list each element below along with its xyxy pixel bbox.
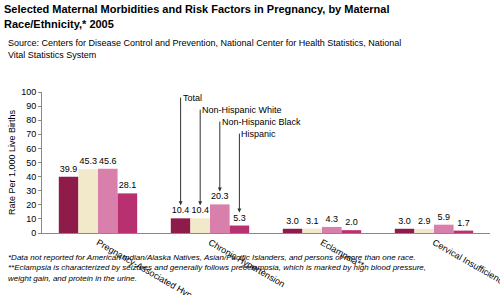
svg-text:2.9: 2.9 [418,216,431,226]
svg-text:Hispanic: Hispanic [241,129,276,139]
svg-text:Eclampsia**: Eclampsia** [319,237,366,270]
svg-text:39.9: 39.9 [60,164,78,174]
svg-text:10.4: 10.4 [191,205,209,215]
svg-text:0: 0 [31,228,36,238]
svg-text:Total: Total [183,93,202,103]
svg-text:Chronic Hypertension: Chronic Hypertension [207,237,287,289]
svg-text:Source: Centers for Disease Co: Source: Centers for Disease Control and … [8,38,401,60]
svg-text:20.3: 20.3 [211,191,229,201]
svg-text:*Data not reported for America: *Data not reported for American Indian/A… [8,253,426,283]
svg-text:5.3: 5.3 [233,213,246,223]
svg-text:Non-Hispanic White: Non-Hispanic White [202,105,282,115]
svg-text:45.3: 45.3 [79,156,97,166]
svg-text:40: 40 [26,172,36,182]
svg-text:5.9: 5.9 [438,212,451,222]
svg-text:Non-Hispanic Black: Non-Hispanic Black [222,117,301,127]
svg-text:3.0: 3.0 [398,216,411,226]
svg-text:Cervical Insufficiency: Cervical Insufficiency [431,237,500,288]
svg-text:45.6: 45.6 [99,156,117,166]
svg-text:Pregnancy-Associated Hypertens: Pregnancy-Associated Hypertension [95,237,226,295]
svg-text:28.1: 28.1 [119,180,137,190]
svg-text:Rate Per 1,000 Live Births: Rate Per 1,000 Live Births [7,109,17,215]
svg-text:3.1: 3.1 [306,216,319,226]
svg-text:3.0: 3.0 [286,216,299,226]
svg-text:80: 80 [26,115,36,125]
svg-text:4.3: 4.3 [326,214,339,224]
svg-text:100: 100 [21,87,36,97]
svg-text:60: 60 [26,144,36,154]
svg-text:90: 90 [26,101,36,111]
svg-text:Selected Maternal Morbidities: Selected Maternal Morbidities and Risk F… [4,3,390,29]
svg-text:30: 30 [26,186,36,196]
svg-text:20: 20 [26,200,36,210]
svg-text:10: 10 [26,214,36,224]
svg-text:1.7: 1.7 [457,218,470,228]
svg-text:50: 50 [26,158,36,168]
svg-text:2.0: 2.0 [345,217,358,227]
svg-text:10.4: 10.4 [172,205,190,215]
svg-text:70: 70 [26,129,36,139]
